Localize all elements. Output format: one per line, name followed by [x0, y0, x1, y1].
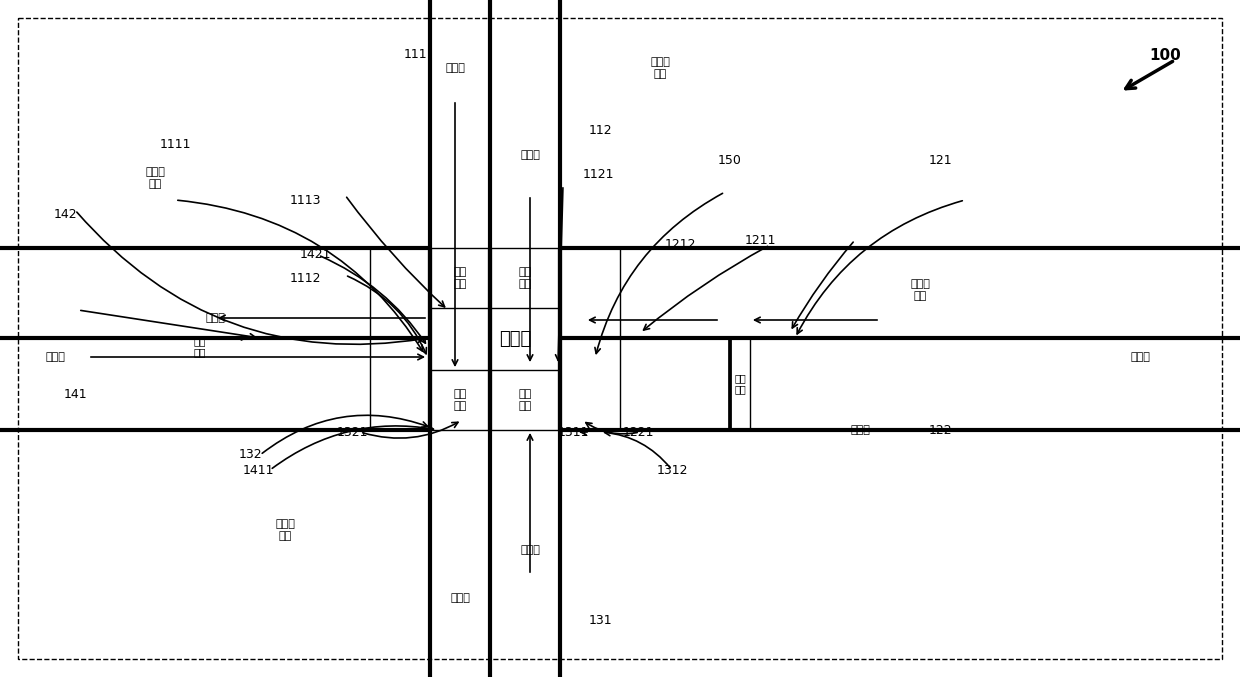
Text: 1312: 1312	[656, 464, 688, 477]
Text: 入口道: 入口道	[1130, 352, 1149, 362]
Text: 入口道: 入口道	[445, 63, 465, 73]
Text: 121: 121	[929, 154, 952, 167]
Text: 人行
横道: 人行 横道	[454, 267, 466, 289]
Text: 131: 131	[588, 613, 611, 626]
Text: 1321: 1321	[336, 426, 368, 439]
Text: 人行
横道: 人行 横道	[518, 389, 532, 411]
Bar	[730, 338, 750, 430]
Bar	[490, 248, 560, 308]
Text: 1221: 1221	[622, 426, 653, 439]
Text: 1113: 1113	[289, 194, 321, 206]
Text: 出口道: 出口道	[205, 313, 224, 323]
Text: 入口道: 入口道	[45, 352, 64, 362]
Bar	[430, 370, 490, 430]
Text: 路口区: 路口区	[498, 330, 531, 348]
Text: 112: 112	[588, 123, 611, 137]
Text: 车道分
隔线: 车道分 隔线	[145, 167, 165, 189]
Text: 人行
行人: 人行 行人	[734, 374, 746, 395]
Bar	[560, 248, 620, 338]
Text: 100: 100	[1149, 47, 1180, 62]
Text: 人行
横道: 人行 横道	[454, 389, 466, 411]
Text: 1411: 1411	[242, 464, 274, 477]
Text: 车道
分道: 车道 分道	[193, 336, 206, 357]
Text: 车道分
隔线: 车道分 隔线	[910, 279, 930, 301]
Text: 人行
横道: 人行 横道	[518, 267, 532, 289]
Text: 111: 111	[403, 49, 427, 62]
Text: 1311: 1311	[557, 426, 589, 439]
Bar	[490, 370, 560, 430]
Text: 122: 122	[929, 424, 952, 437]
Bar	[560, 338, 620, 430]
Text: 车道分
隔线: 车道分 隔线	[650, 57, 670, 79]
Text: 132: 132	[238, 448, 262, 462]
Text: 150: 150	[718, 154, 742, 167]
Bar	[370, 338, 430, 430]
Text: 142: 142	[53, 209, 77, 221]
Text: 出口道: 出口道	[520, 150, 539, 160]
Text: 1421: 1421	[299, 248, 331, 261]
Text: 车道分
隔线: 车道分 隔线	[275, 519, 295, 541]
Text: 1112: 1112	[289, 271, 321, 284]
Text: 出口道: 出口道	[450, 593, 470, 603]
Bar	[430, 248, 490, 308]
Text: 入口道: 入口道	[520, 545, 539, 555]
Text: 1121: 1121	[583, 169, 614, 181]
Text: 1211: 1211	[744, 234, 776, 246]
Text: 出口道: 出口道	[851, 425, 870, 435]
Text: 1212: 1212	[665, 238, 696, 251]
Text: 141: 141	[63, 389, 87, 401]
Bar	[370, 248, 430, 338]
Text: 1111: 1111	[159, 139, 191, 152]
